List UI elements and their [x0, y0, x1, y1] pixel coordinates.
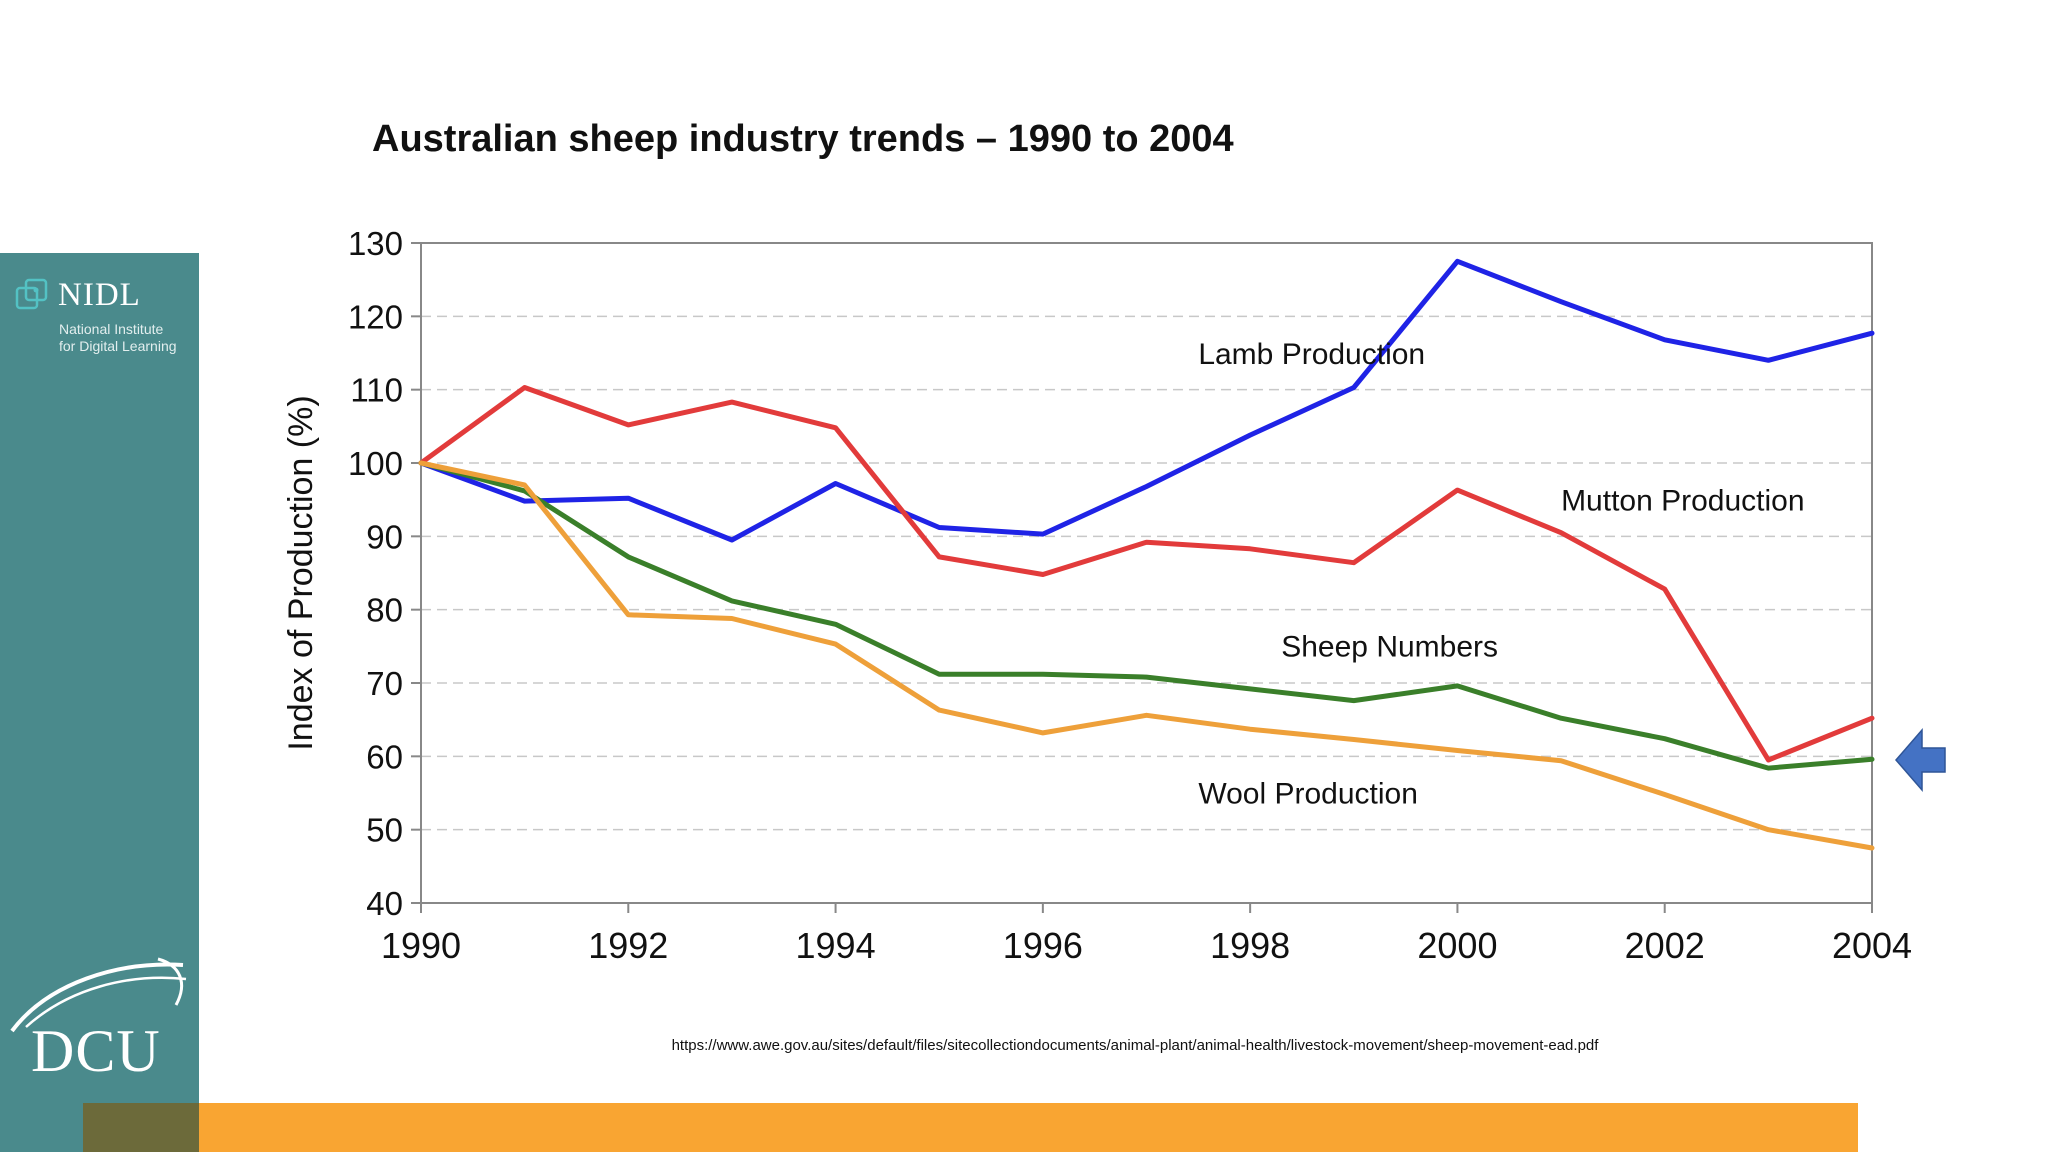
series-label-wool-production: Wool Production: [1198, 777, 1418, 810]
source-url: https://www.awe.gov.au/sites/default/fil…: [671, 1037, 1599, 1054]
grid-lines: [421, 315, 1872, 831]
x-tick-label: 1998: [1210, 925, 1290, 966]
x-tick-label: 1996: [1003, 925, 1083, 966]
x-tick-label: 1990: [381, 925, 461, 966]
y-tick-label: 100: [348, 445, 403, 482]
bottom-bar: [199, 1103, 1858, 1152]
series-line-sheep-numbers: [418, 460, 1875, 771]
y-tick-label: 60: [366, 738, 403, 775]
nidl-subtitle-line2: for Digital Learning: [59, 338, 177, 354]
y-tick-label: 40: [366, 885, 403, 922]
dcu-logo-text: DCU: [31, 1018, 161, 1084]
dcu-logo: DCU: [8, 953, 190, 1083]
y-axis-label: Index of Production (%): [282, 395, 320, 750]
y-tick-label: 120: [348, 298, 403, 335]
dcu-swoosh-icon: [10, 957, 187, 1033]
series-line-wool-production: [418, 460, 1875, 851]
sidebar: NIDL National Institute for Digital Lear…: [0, 253, 199, 1152]
x-tick-label: 1994: [796, 925, 876, 966]
y-tick-label: 70: [366, 665, 403, 702]
y-tick-label: 110: [350, 372, 403, 409]
plot-frame: [420, 242, 1873, 904]
series: [418, 258, 1875, 851]
y-tick-label: 50: [366, 812, 403, 849]
y-tick-label: 80: [366, 592, 403, 629]
nidl-logo: NIDL National Institute for Digital Lear…: [14, 275, 194, 365]
nidl-subtitle-line1: National Institute: [59, 321, 164, 337]
y-tick-label: 90: [366, 518, 403, 555]
bottom-bar-accent: [83, 1103, 199, 1152]
y-tick-label: 130: [348, 225, 403, 262]
x-tick-label: 1992: [588, 925, 668, 966]
left-arrow-icon: [1895, 727, 1946, 793]
axes: 40 50 60 70 80 90 100 110 120 130 1990 1992 1994 1996…: [348, 225, 1912, 966]
x-tick-label: 2004: [1832, 925, 1912, 966]
series-line-mutton-production: [418, 385, 1875, 763]
series-label-sheep-numbers: Sheep Numbers: [1281, 631, 1498, 664]
x-tick-label: 2002: [1625, 925, 1705, 966]
series-label-lamb-production: Lamb Production: [1198, 338, 1425, 371]
nidl-logo-icon: [15, 278, 48, 310]
chart-title: Australian sheep industry trends – 1990 …: [372, 118, 1234, 160]
nidl-logo-name: NIDL: [58, 277, 141, 313]
series-labels: Lamb Production Mutton Production Sheep Nu…: [1198, 338, 1804, 810]
x-tick-label: 2000: [1417, 925, 1497, 966]
nidl-logo-subtitle: National Institute for Digital Learning: [59, 321, 209, 355]
series-line-lamb-production: [418, 258, 1875, 543]
series-label-mutton-production: Mutton Production: [1561, 485, 1804, 518]
